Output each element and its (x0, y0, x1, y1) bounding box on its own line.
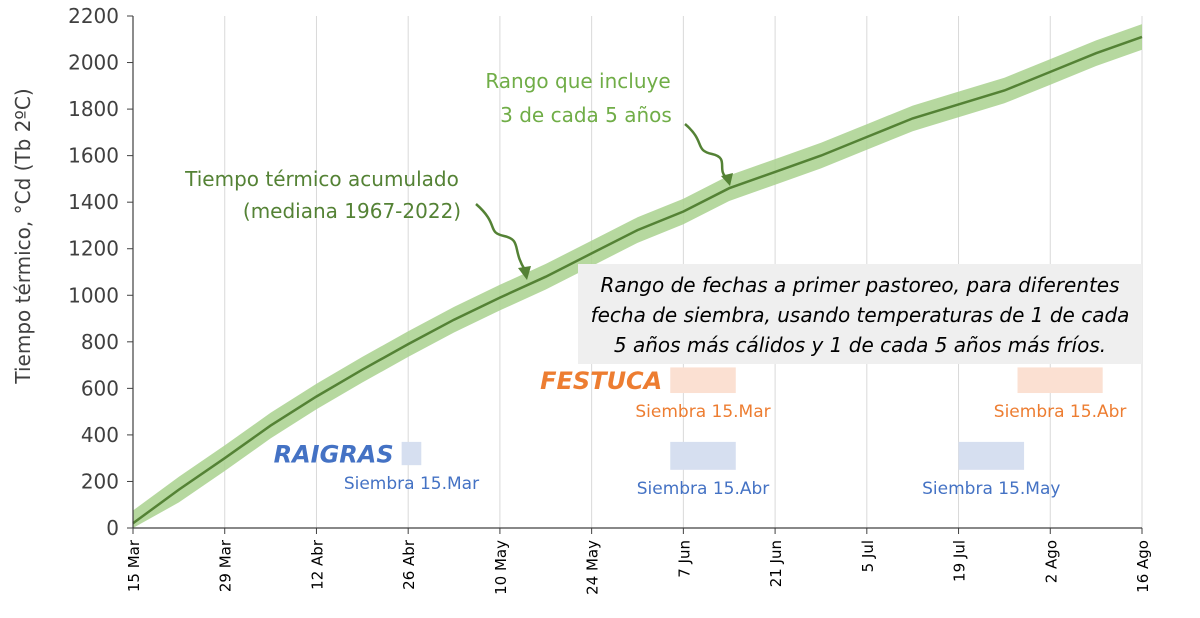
median-arrow (475, 203, 527, 271)
range-arrow-head (721, 173, 733, 186)
range-arrow (684, 123, 728, 180)
y-tick-label: 1000 (68, 283, 119, 307)
raigras-name: RAIGRAS (274, 441, 394, 469)
x-tick-label: 24 May (584, 540, 602, 595)
festuca-range-bar (1017, 367, 1103, 394)
explanation-line-2: fecha de siembra, usando temperaturas de… (591, 303, 1130, 327)
raigras-range-label: Siembra 15.May (922, 479, 1060, 499)
y-axis-label: Tiempo térmico, °Cd (Tb 2ºC) (11, 88, 35, 384)
y-tick-label: 2000 (68, 51, 119, 75)
y-tick-label: 800 (81, 330, 119, 354)
festuca-name: FESTUCA (540, 367, 662, 395)
y-tick-label: 400 (81, 423, 119, 447)
median-line (132, 35, 1143, 525)
explanation-line-1: Rango de fechas a primer pastoreo, para … (600, 273, 1119, 297)
range-label-line-2: 3 de cada 5 años (500, 103, 672, 127)
median-series-line (132, 35, 1143, 525)
raigras-range-bar (401, 441, 422, 466)
x-tick-label: 29 Mar (217, 539, 235, 592)
median-arrow-head (518, 266, 531, 280)
festuca-range-bar (670, 367, 736, 394)
y-tick-label: 1400 (68, 190, 119, 214)
y-tick-label: 0 (106, 516, 119, 540)
y-tick-label: 1600 (68, 144, 119, 168)
median-label-line-1: Tiempo térmico acumulado (184, 167, 459, 191)
raigras-range-label: Siembra 15.Abr (637, 479, 770, 499)
range-annotation: Rango que incluye 3 de cada 5 años (485, 69, 733, 186)
x-tick-labels: 15 Mar 29 Mar 12 Abr 26 Abr 10 May 24 May 7 Ju… (125, 539, 1152, 595)
y-tick-label: 2200 (68, 4, 119, 28)
axes (132, 16, 1142, 529)
x-tick-label: 5 Jul (859, 540, 877, 572)
median-annotation: Tiempo térmico acumulado (mediana 1967-2… (184, 167, 531, 280)
x-tick-label: 15 Mar (125, 539, 143, 592)
range-label-line-1: Rango que incluye (485, 69, 670, 93)
y-tick-label: 600 (81, 376, 119, 400)
crop-range-markers: Siembra 15.Mar Siembra 15.Abr Siembra 15.M… (274, 367, 1127, 499)
explanation-box: Rango de fechas a primer pastoreo, para … (578, 264, 1142, 364)
x-tick-label: 16 Ago (1134, 540, 1152, 593)
explanation-box-bg (578, 264, 1142, 364)
explanation-line-3: 5 años más cálidos y 1 de cada 5 años má… (614, 333, 1106, 357)
x-tick-label: 7 Jun (675, 540, 693, 578)
x-tick-label: 19 Jul (951, 540, 969, 582)
festuca-range-label: Siembra 15.Mar (635, 402, 770, 422)
y-tick-label: 1200 (68, 237, 119, 261)
x-tick-label: 10 May (492, 540, 510, 595)
y-tick-label: 1800 (68, 97, 119, 121)
festuca-range-label: Siembra 15.Abr (994, 402, 1127, 422)
y-tick-label: 200 (81, 469, 119, 493)
x-tick-label: 12 Abr (308, 539, 326, 590)
raigras-range-bar (958, 441, 1025, 470)
x-tick-label: 21 Jun (767, 540, 785, 587)
y-tick-labels: 0 200 400 600 800 1000 1200 1400 1600 1800 2000 220… (68, 4, 133, 540)
x-tick-label: 26 Abr (400, 539, 418, 590)
x-tick-label: 2 Ago (1042, 540, 1060, 583)
median-label-line-2: (mediana 1967-2022) (243, 199, 461, 223)
raigras-range-bar (670, 441, 736, 470)
raigras-range-label: Siembra 15.Mar (344, 474, 479, 494)
